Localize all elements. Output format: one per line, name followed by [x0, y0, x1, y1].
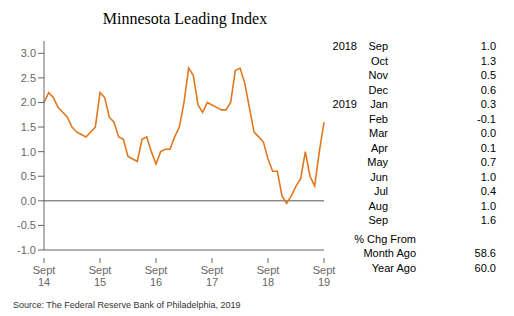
html-text:Minnesota Leading Index: Minnesota Leading Index [102, 10, 268, 27]
html-text:0.4: 0.4 [480, 185, 496, 197]
html-text:Source: The Federal Reserve Ba: Source: The Federal Reserve Bank of Phil… [13, 300, 241, 310]
html-text:Year Ago: Year Ago [371, 261, 416, 274]
svg-text:2.0: 2.0 [21, 96, 36, 108]
html-text:58.6: 58.6 [474, 247, 496, 259]
html-text:Jul: Jul [373, 185, 388, 197]
html-text:0.1: 0.1 [480, 141, 496, 154]
html-text:Feb: Feb [369, 112, 388, 125]
html-text:Sep: Sep [368, 214, 388, 226]
html-text:60.0: 60.0 [474, 261, 496, 274]
svg-text:Sept15: Sept15 [89, 264, 112, 286]
html-text:May: May [367, 156, 388, 168]
html-text:Mar: Mar [369, 127, 388, 139]
html-text:0.3: 0.3 [480, 98, 496, 110]
html-text:1.0: 1.0 [480, 170, 496, 183]
html-text:1.0: 1.0 [480, 199, 496, 212]
html-text:Aug: Aug [368, 199, 388, 212]
svg-text:-0.5: -0.5 [17, 219, 36, 231]
html-text:0.5: 0.5 [480, 69, 496, 81]
html-text:2019: 2019 [332, 98, 357, 110]
html-text:1.0: 1.0 [480, 40, 496, 52]
svg-text:Sept17: Sept17 [201, 264, 224, 286]
svg-text:1.0: 1.0 [21, 146, 36, 158]
html-text:0.0: 0.0 [480, 127, 496, 139]
svg-text:2.5: 2.5 [21, 72, 36, 84]
svg-text:0.5: 0.5 [21, 170, 36, 182]
html-text:Month Ago: Month Ago [363, 247, 416, 259]
svg-text:Sept19: Sept19 [313, 264, 336, 286]
svg-text:-1.0: -1.0 [17, 244, 36, 256]
html-text:Oct: Oct [370, 54, 388, 67]
svg-text:Sept16: Sept16 [145, 264, 168, 286]
svg-text:3.0: 3.0 [21, 47, 36, 59]
html-text:Dec: Dec [368, 83, 388, 96]
html-text:1.3: 1.3 [480, 54, 496, 67]
html-text:Jun: Jun [370, 170, 388, 183]
svg-text:Sept14: Sept14 [33, 264, 56, 286]
html-text:1.6: 1.6 [480, 214, 496, 226]
html-text:0.7: 0.7 [480, 156, 496, 168]
html-text:-0.1: -0.1 [477, 112, 496, 125]
html-text:0.6: 0.6 [480, 83, 496, 96]
html-text:% Chg From: % Chg From [354, 232, 416, 245]
svg-text:0.0: 0.0 [21, 195, 36, 207]
html-text:Jan: Jan [370, 98, 388, 110]
html-text:Nov: Nov [368, 69, 388, 81]
html-text:Apr: Apr [370, 141, 388, 154]
html-text:2018: 2018 [332, 40, 357, 52]
svg-text:Sept18: Sept18 [257, 264, 280, 286]
svg-text:1.5: 1.5 [21, 121, 36, 133]
html-text:Sep: Sep [368, 40, 388, 52]
